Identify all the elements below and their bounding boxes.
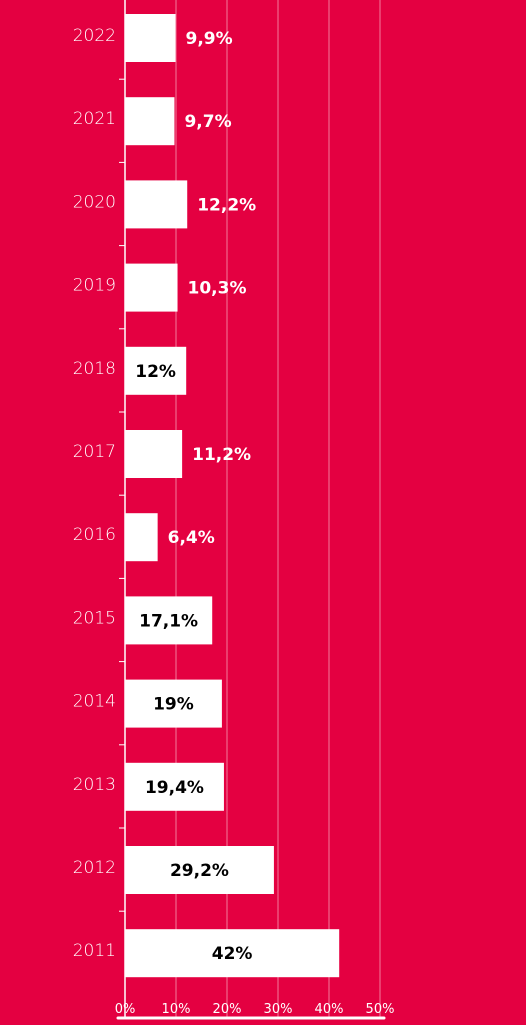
data-label: 9,9% bbox=[185, 29, 232, 49]
labels: 0% 10% 20% 30% 40% 50% 2022 9,9% 2021 9,7% 2020 12,… bbox=[73, 26, 395, 1017]
category-label: 2011 bbox=[73, 941, 116, 961]
category-label: 2019 bbox=[73, 276, 116, 296]
category-label: 2014 bbox=[73, 692, 116, 712]
x-tick-label: 50% bbox=[366, 1002, 395, 1017]
bar bbox=[125, 97, 175, 146]
bar bbox=[125, 14, 176, 62]
x-tick-label: 0% bbox=[115, 1002, 136, 1017]
category-label: 2012 bbox=[73, 858, 116, 878]
data-label: 10,3% bbox=[188, 279, 247, 299]
category-label: 2020 bbox=[73, 192, 116, 212]
data-label: 19% bbox=[153, 695, 194, 715]
axes bbox=[116, 0, 386, 1020]
category-label: 2018 bbox=[73, 359, 116, 379]
category-label: 2013 bbox=[73, 775, 116, 795]
data-label: 42% bbox=[212, 944, 253, 964]
data-label: 17,1% bbox=[139, 611, 198, 631]
data-label: 11,2% bbox=[192, 445, 251, 465]
x-tick-label: 40% bbox=[315, 1002, 344, 1017]
data-label: 12,2% bbox=[197, 195, 256, 215]
bars bbox=[125, 14, 340, 978]
category-label: 2022 bbox=[73, 26, 116, 46]
bar bbox=[125, 679, 222, 728]
bar bbox=[125, 762, 224, 811]
data-label: 12% bbox=[135, 362, 176, 382]
x-tick-label: 30% bbox=[264, 1002, 293, 1017]
bar bbox=[125, 180, 188, 229]
bar bbox=[125, 596, 213, 645]
category-label: 2017 bbox=[73, 442, 116, 462]
x-tick-label: 10% bbox=[162, 1002, 191, 1017]
bar bbox=[125, 846, 274, 894]
data-label: 9,7% bbox=[184, 112, 231, 132]
data-label: 6,4% bbox=[168, 528, 215, 548]
bar bbox=[125, 263, 178, 312]
data-label: 19,4% bbox=[145, 778, 204, 798]
bar bbox=[125, 430, 183, 478]
x-tick-label: 20% bbox=[213, 1002, 242, 1017]
bar bbox=[125, 929, 340, 978]
bar bbox=[125, 346, 187, 395]
category-label: 2015 bbox=[73, 608, 116, 628]
data-label: 29,2% bbox=[170, 861, 229, 881]
category-label: 2016 bbox=[73, 525, 116, 545]
bar bbox=[125, 513, 158, 562]
category-label: 2021 bbox=[73, 109, 116, 129]
